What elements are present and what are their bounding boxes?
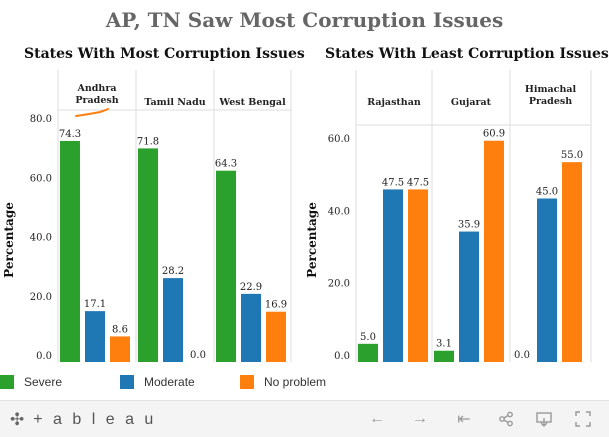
- dashboard-title: AP, TN Saw Most Corruption Issues: [105, 8, 504, 32]
- right-chart-title: States With Least Corruption Issues: [325, 46, 609, 62]
- data-label-no-problem-west-bengal: 16.9: [265, 300, 287, 311]
- bar-no-problem-rajasthan: [408, 189, 428, 362]
- annotation-underline: [75, 108, 109, 117]
- category-label-rajasthan: Rajasthan: [367, 97, 421, 108]
- category-label-andhra-pradesh: Andhra: [77, 83, 117, 94]
- legend-item-no-problem[interactable]: No problem: [240, 375, 326, 389]
- data-label-severe-andhra-pradesh: 74.3: [59, 129, 81, 140]
- legend-label-severe: Severe: [24, 375, 63, 389]
- tableau-wordmark: + a b l e a u: [33, 411, 157, 428]
- bar-moderate-andhra-pradesh: [85, 311, 105, 362]
- bar-moderate-gujarat: [459, 231, 479, 362]
- legend-item-moderate[interactable]: Moderate: [120, 375, 195, 389]
- tableau-toolbar: ✣ + a b l e a u ← → ⇤: [0, 400, 609, 437]
- bar-no-problem-gujarat: [484, 140, 504, 362]
- data-label-no-problem-himachal-pradesh: 55.0: [561, 150, 583, 161]
- bar-severe-gujarat: [434, 350, 454, 362]
- y-tick-label: 60.0: [328, 134, 350, 145]
- y-tick-label: 0.0: [334, 351, 350, 362]
- bar-moderate-rajasthan: [383, 189, 403, 362]
- data-label-moderate-west-bengal: 22.9: [240, 282, 262, 293]
- y-axis-title: Percentage: [2, 202, 16, 278]
- data-label-severe-himachal-pradesh: 0.0: [514, 350, 530, 361]
- bar-no-problem-west-bengal: [266, 311, 286, 362]
- legend-swatch-no-problem: [240, 375, 254, 389]
- y-tick-label: 60.0: [30, 173, 52, 184]
- data-label-moderate-rajasthan: 47.5: [382, 177, 404, 188]
- y-tick-label: 20.0: [30, 292, 52, 303]
- data-label-severe-gujarat: 3.1: [436, 339, 452, 350]
- revert-icon[interactable]: ⇤: [457, 411, 471, 428]
- bar-moderate-west-bengal: [241, 293, 261, 362]
- tableau-logo[interactable]: ✣ + a b l e a u: [10, 410, 156, 430]
- bar-moderate-himachal-pradesh: [537, 198, 557, 362]
- legend-swatch-moderate: [120, 375, 134, 389]
- left-chart-title: States With Most Corruption Issues: [24, 46, 305, 62]
- legend: Severe Moderate No problem: [0, 371, 609, 395]
- chart-most-corruption: Percentage 0.0 20.0 40.0 60.0 80.0 AndhraPrade…: [2, 70, 292, 362]
- data-label-severe-rajasthan: 5.0: [360, 332, 376, 343]
- tableau-cross-icon: ✣: [10, 410, 28, 429]
- bar-no-problem-himachal-pradesh: [562, 162, 582, 362]
- y-tick-label: 0.0: [36, 351, 52, 362]
- category-label-himachal-pradesh: Pradesh: [529, 96, 572, 107]
- category-label-andhra-pradesh: Pradesh: [75, 95, 118, 106]
- download-icon[interactable]: [532, 408, 556, 430]
- undo-icon[interactable]: ←: [369, 410, 385, 427]
- data-label-no-problem-rajasthan: 47.5: [407, 177, 429, 188]
- y-tick-label: 40.0: [30, 233, 52, 244]
- bar-no-problem-andhra-pradesh: [110, 336, 130, 362]
- y-tick-label: 40.0: [328, 206, 350, 217]
- share-icon[interactable]: [494, 408, 518, 430]
- bar-severe-west-bengal: [216, 170, 236, 362]
- bar-severe-tamil-nadu: [138, 148, 158, 362]
- data-label-moderate-andhra-pradesh: 17.1: [84, 299, 106, 310]
- data-label-no-problem-gujarat: 60.9: [483, 129, 505, 140]
- redo-icon[interactable]: →: [412, 410, 428, 427]
- bar-severe-rajasthan: [358, 343, 378, 362]
- bar-severe-andhra-pradesh: [60, 140, 80, 362]
- y-tick-label: 80.0: [30, 114, 52, 125]
- legend-item-severe[interactable]: Severe: [0, 375, 62, 389]
- category-label-gujarat: Gujarat: [451, 97, 492, 108]
- category-label-himachal-pradesh: Himachal: [525, 84, 577, 95]
- legend-label-moderate: Moderate: [144, 375, 195, 389]
- data-label-moderate-himachal-pradesh: 45.0: [536, 187, 558, 198]
- data-label-moderate-tamil-nadu: 28.2: [162, 266, 184, 277]
- bar-moderate-tamil-nadu: [163, 278, 183, 362]
- data-label-severe-tamil-nadu: 71.8: [137, 136, 159, 147]
- y-axis-title: Percentage: [305, 202, 319, 278]
- chart-least-corruption: Percentage 0.0 20.0 40.0 60.0 Rajasthan 5.0 47.…: [305, 70, 592, 362]
- y-tick-label: 20.0: [328, 279, 350, 290]
- category-label-west-bengal: West Bengal: [218, 97, 286, 108]
- data-label-moderate-gujarat: 35.9: [458, 220, 480, 231]
- legend-swatch-severe: [0, 375, 14, 389]
- legend-label-no-problem: No problem: [264, 375, 327, 389]
- data-label-no-problem-tamil-nadu: 0.0: [190, 350, 206, 361]
- charts-canvas[interactable]: Percentage0.020.040.060.080.0AndhraPrade…: [0, 0, 609, 400]
- data-label-severe-west-bengal: 64.3: [215, 159, 237, 170]
- data-label-no-problem-andhra-pradesh: 8.6: [112, 324, 128, 335]
- fullscreen-icon[interactable]: [571, 408, 595, 430]
- category-label-tamil-nadu: Tamil Nadu: [144, 97, 205, 108]
